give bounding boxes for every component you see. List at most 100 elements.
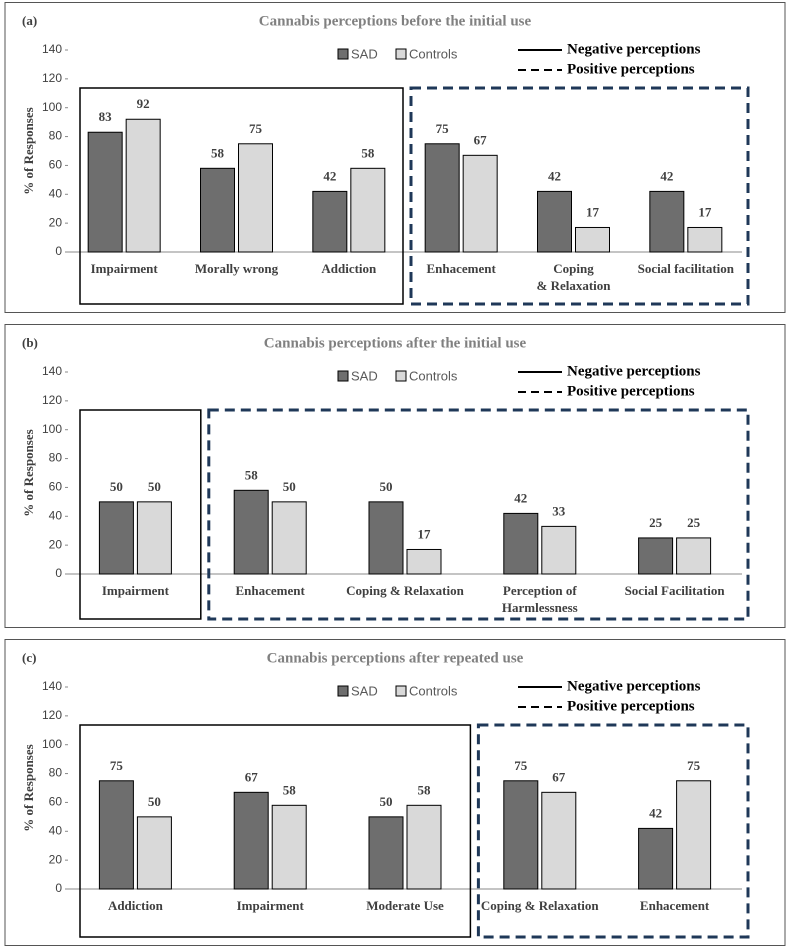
bar — [503, 780, 539, 890]
chart-title: Cannabis perceptions after the initial u… — [264, 335, 527, 351]
chart-title: Cannabis perceptions after repeated use — [267, 650, 524, 666]
panel-border — [4, 324, 786, 628]
panel-label: (c) — [22, 650, 36, 665]
y-tick-label: 120 — [42, 393, 62, 407]
y-tick-label: 40 — [49, 508, 63, 522]
legend-label: Controls — [409, 683, 458, 698]
legend-label: Negative perceptions — [567, 363, 701, 379]
bar — [503, 512, 539, 575]
data-label: 67 — [552, 769, 566, 784]
bar — [200, 167, 235, 253]
group-box — [79, 87, 404, 305]
y-axis-label: % of Responses — [21, 744, 36, 831]
y-axis-label: % of Responses — [21, 107, 36, 194]
data-label: 33 — [552, 503, 566, 518]
group-box — [79, 409, 202, 620]
data-label: 75 — [514, 758, 528, 773]
x-tick-label: Coping & Relaxation — [536, 261, 611, 293]
bar — [87, 131, 123, 253]
legend-label: Negative perceptions — [567, 41, 701, 57]
bar — [312, 190, 348, 253]
y-tick-label: 20 — [49, 852, 63, 866]
x-tick-label: Enhacement — [236, 583, 306, 598]
group-box — [207, 408, 750, 621]
x-tick-label: Addiction — [108, 898, 164, 913]
data-label: 58 — [245, 467, 259, 482]
data-label: 17 — [418, 526, 432, 541]
y-tick-label: 80 — [49, 129, 63, 143]
panel-border — [4, 2, 786, 313]
y-tick-label: 140 — [42, 42, 62, 56]
data-label: 58 — [418, 782, 432, 797]
bar — [238, 143, 273, 253]
x-tick-label: Impairment — [102, 583, 170, 598]
bar — [125, 118, 161, 253]
x-tick-label: Social Facilitation — [625, 583, 726, 598]
y-tick-label: 100 — [42, 100, 62, 114]
x-tick-label: Impairment — [91, 261, 159, 276]
bar — [233, 489, 269, 575]
data-label: 50 — [148, 479, 161, 494]
data-label: 42 — [514, 490, 527, 505]
data-label: 92 — [137, 96, 150, 111]
data-label: 17 — [586, 204, 600, 219]
data-label: 58 — [211, 145, 225, 160]
y-tick-label: 100 — [42, 737, 62, 751]
bar — [271, 501, 307, 575]
data-label: 42 — [649, 805, 662, 820]
x-tick-label: Social facilitation — [638, 261, 735, 276]
legend-swatch — [395, 370, 407, 382]
bar — [676, 537, 712, 575]
bar — [136, 501, 172, 575]
chart-title: Cannabis perceptions before the initial … — [259, 13, 532, 29]
data-label: 25 — [687, 515, 701, 530]
x-tick-label: Impairment — [237, 898, 305, 913]
legend-label: Positive perceptions — [567, 698, 695, 714]
legend-label: Negative perceptions — [567, 678, 701, 694]
data-label: 50 — [380, 479, 393, 494]
data-label: 50 — [148, 794, 161, 809]
y-tick-label: 100 — [42, 422, 62, 436]
data-label: 75 — [249, 121, 263, 136]
panel: (c) Cannabis perceptions after repeated u… — [4, 639, 786, 946]
bar — [406, 804, 442, 890]
legend-label: SAD — [351, 46, 378, 61]
data-label: 17 — [698, 204, 712, 219]
y-tick-label: 60 — [49, 480, 63, 494]
x-tick-label: Perception of Harmlessness — [502, 583, 578, 615]
x-tick-label: Enhacement — [640, 898, 710, 913]
y-tick-label: 20 — [49, 215, 63, 229]
data-label: 25 — [649, 515, 663, 530]
x-tick-label: Morally wrong — [195, 261, 279, 276]
bar — [98, 780, 134, 890]
panel: (a) Cannabis perceptions before the initi… — [4, 2, 786, 313]
bar — [638, 537, 674, 575]
data-label: 83 — [99, 109, 113, 124]
bar — [638, 827, 674, 890]
x-tick-label: Addiction — [321, 261, 377, 276]
legend-label: Positive perceptions — [567, 383, 695, 399]
x-tick-label: Coping & Relaxation — [346, 583, 465, 598]
y-tick-label: 120 — [42, 71, 62, 85]
legend-label: Positive perceptions — [567, 61, 695, 77]
x-tick-label: Coping & Relaxation — [481, 898, 600, 913]
legend-swatch — [337, 370, 349, 382]
bar — [462, 154, 498, 253]
bar — [350, 167, 386, 253]
group-box — [476, 723, 750, 939]
data-label: 75 — [687, 758, 701, 773]
data-label: 58 — [361, 145, 375, 160]
data-label: 58 — [283, 782, 297, 797]
bar — [406, 548, 442, 575]
y-tick-label: 80 — [49, 766, 63, 780]
legend-swatch — [395, 48, 407, 60]
bar — [541, 791, 577, 890]
data-label: 67 — [245, 769, 259, 784]
legend-label: Controls — [409, 46, 458, 61]
y-tick-label: 20 — [49, 537, 63, 551]
y-tick-label: 140 — [42, 364, 62, 378]
legend-label: SAD — [351, 368, 378, 383]
panel-label: (b) — [22, 335, 38, 350]
y-tick-label: 60 — [49, 795, 63, 809]
